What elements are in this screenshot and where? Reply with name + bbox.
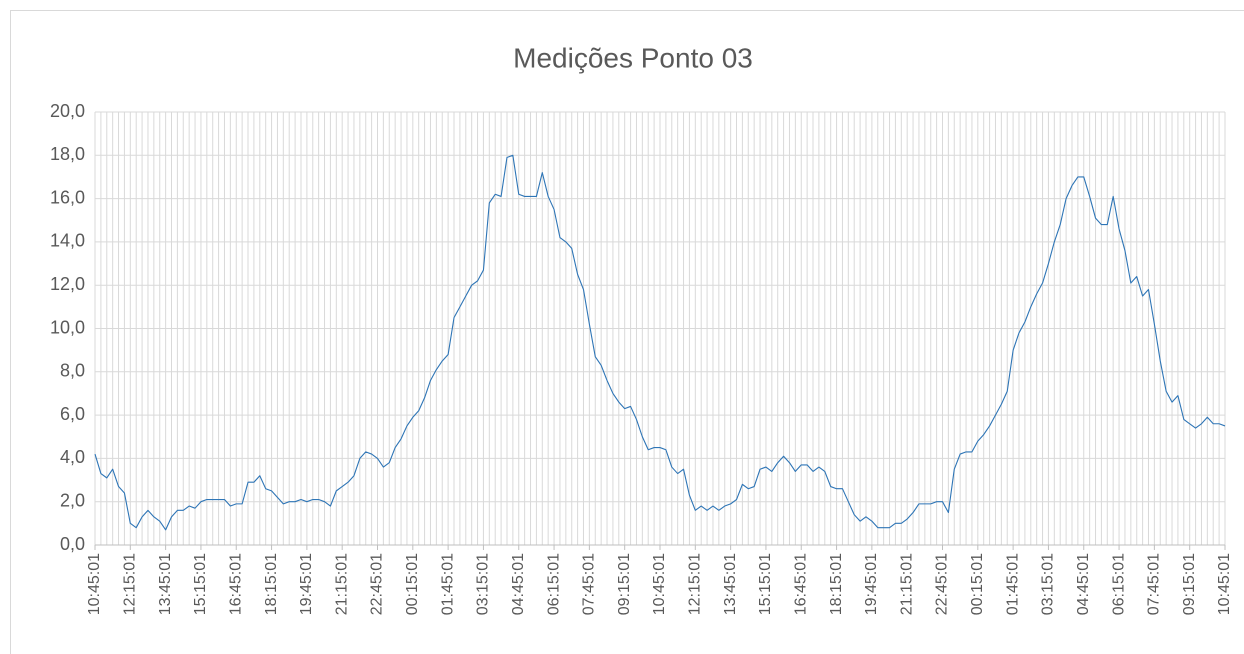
x-tick-label: 00:15:01 [404,553,421,615]
x-tick-label: 19:45:01 [298,553,315,615]
x-tick-label: 21:15:01 [333,553,350,615]
x-tick-label: 21:15:01 [898,553,915,615]
x-tick-label: 09:15:01 [1181,553,1198,615]
x-tick-label: 13:45:01 [157,553,174,615]
y-tick-label: 16,0 [50,187,85,207]
y-tick-label: 0,0 [60,534,85,554]
chart-border [10,10,1244,654]
y-tick-label: 18,0 [50,144,85,164]
x-tick-label: 22:45:01 [934,553,951,615]
x-tick-label: 03:15:01 [1040,553,1057,615]
y-tick-label: 14,0 [50,231,85,251]
data-line [94,154,1226,531]
x-tick-label: 10:45:01 [651,553,668,615]
x-tick-label: 06:15:01 [1110,553,1127,615]
x-tick-label: 12:15:01 [687,553,704,615]
x-tick-label: 06:15:01 [545,553,562,615]
x-tick-label: 10:45:01 [1216,553,1233,615]
chart-title: Medições Ponto 03 [513,42,753,73]
x-tick-label: 15:15:01 [192,553,209,615]
x-tick-label: 03:15:01 [475,553,492,615]
y-tick-label: 4,0 [60,447,85,467]
y-tick-label: 6,0 [60,404,85,424]
x-tick-label: 10:45:01 [86,553,103,615]
x-tick-label: 16:45:01 [227,553,244,615]
y-tick-label: 8,0 [60,361,85,381]
y-tick-label: 2,0 [60,490,85,510]
x-tick-label: 07:45:01 [1146,553,1163,615]
x-tick-label: 15:15:01 [757,553,774,615]
x-tick-label: 22:45:01 [369,553,386,615]
x-tick-label: 01:45:01 [439,553,456,615]
x-tick-label: 19:45:01 [863,553,880,615]
x-tick-label: 07:45:01 [581,553,598,615]
y-tick-label: 10,0 [50,317,85,337]
x-tick-label: 18:15:01 [828,553,845,615]
x-tick-label: 12:15:01 [122,553,139,615]
x-tick-label: 01:45:01 [1004,553,1021,615]
x-tick-label: 18:15:01 [263,553,280,615]
x-tick-label: 09:15:01 [616,553,633,615]
y-tick-label: 20,0 [50,101,85,121]
x-tick-label: 00:15:01 [969,553,986,615]
x-tick-label: 13:45:01 [722,553,739,615]
x-tick-label: 04:45:01 [1075,553,1092,615]
x-tick-label: 04:45:01 [510,553,527,615]
y-tick-label: 12,0 [50,274,85,294]
x-tick-label: 16:45:01 [792,553,809,615]
